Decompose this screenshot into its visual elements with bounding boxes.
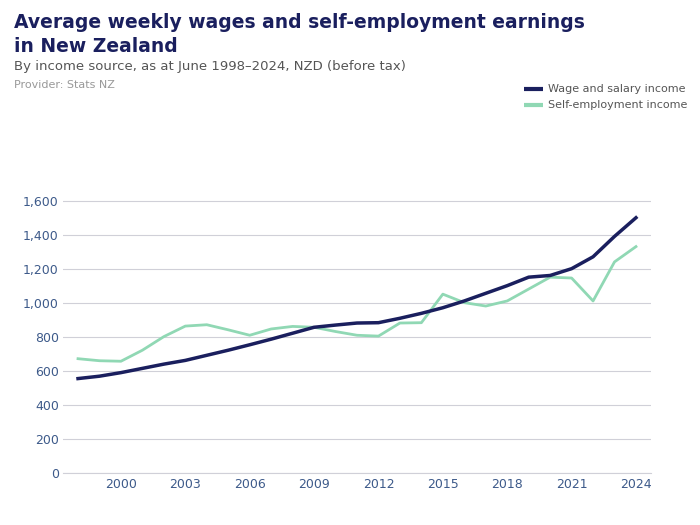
- Text: figure.nz: figure.nz: [558, 22, 650, 40]
- Text: Self-employment income: Self-employment income: [548, 100, 687, 110]
- Text: in New Zealand: in New Zealand: [14, 37, 178, 56]
- Text: Wage and salary income: Wage and salary income: [548, 84, 685, 94]
- Text: Provider: Stats NZ: Provider: Stats NZ: [14, 80, 115, 90]
- Text: Average weekly wages and self-employment earnings: Average weekly wages and self-employment…: [14, 13, 585, 32]
- Text: By income source, as at June 1998–2024, NZD (before tax): By income source, as at June 1998–2024, …: [14, 60, 406, 74]
